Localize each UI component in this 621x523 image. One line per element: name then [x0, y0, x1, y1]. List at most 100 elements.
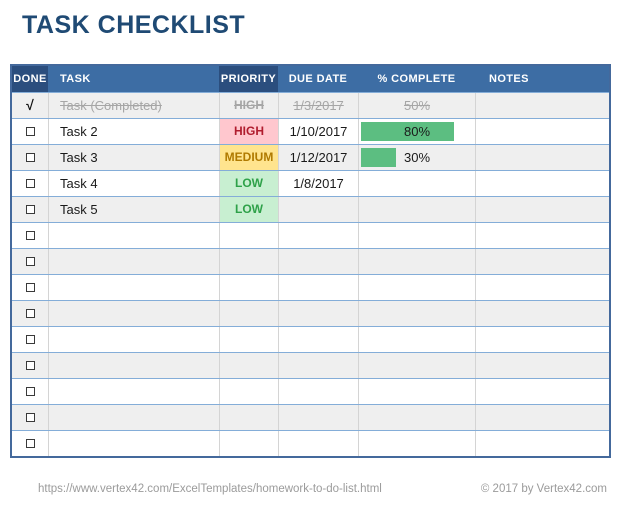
- task-cell[interactable]: [48, 405, 219, 430]
- percent-complete-cell[interactable]: 50%: [358, 93, 475, 118]
- percent-complete-cell[interactable]: [358, 405, 475, 430]
- priority-cell[interactable]: [219, 223, 278, 248]
- checkbox-icon: [25, 179, 35, 189]
- checkbox-icon: [25, 153, 35, 163]
- due-date-cell[interactable]: [278, 431, 358, 456]
- due-date-cell[interactable]: [278, 301, 358, 326]
- priority-cell[interactable]: LOW: [219, 171, 278, 196]
- notes-cell[interactable]: [475, 249, 609, 274]
- due-date-cell[interactable]: 1/10/2017: [278, 119, 358, 144]
- task-cell[interactable]: [48, 353, 219, 378]
- notes-cell[interactable]: [475, 145, 609, 170]
- header-notes: NOTES: [489, 73, 529, 85]
- percent-complete-cell[interactable]: 80%: [358, 119, 475, 144]
- percent-complete-cell[interactable]: [358, 197, 475, 222]
- done-cell[interactable]: [12, 119, 48, 144]
- table-row: [12, 352, 609, 378]
- priority-cell[interactable]: [219, 353, 278, 378]
- checkbox-icon: [25, 361, 35, 371]
- due-date-cell[interactable]: [278, 353, 358, 378]
- task-cell[interactable]: Task (Completed): [48, 93, 219, 118]
- priority-cell[interactable]: [219, 405, 278, 430]
- percent-complete-cell[interactable]: [358, 431, 475, 456]
- percent-complete-cell[interactable]: [358, 301, 475, 326]
- task-cell[interactable]: [48, 301, 219, 326]
- priority-cell[interactable]: [219, 431, 278, 456]
- done-cell[interactable]: [12, 171, 48, 196]
- due-date-cell[interactable]: [278, 275, 358, 300]
- percent-complete-cell[interactable]: [358, 223, 475, 248]
- due-date-cell[interactable]: [278, 223, 358, 248]
- done-cell[interactable]: [12, 197, 48, 222]
- notes-cell[interactable]: [475, 353, 609, 378]
- table-body: √ Task (Completed) HIGH 1/3/2017 50% Task 2 HI…: [12, 92, 609, 456]
- priority-cell[interactable]: [219, 301, 278, 326]
- task-cell[interactable]: Task 2: [48, 119, 219, 144]
- table-row: [12, 248, 609, 274]
- task-cell[interactable]: [48, 327, 219, 352]
- priority-cell[interactable]: HIGH: [219, 93, 278, 118]
- percent-complete-cell[interactable]: [358, 249, 475, 274]
- done-cell[interactable]: [12, 145, 48, 170]
- done-cell[interactable]: [12, 275, 48, 300]
- due-date-cell[interactable]: 1/8/2017: [278, 171, 358, 196]
- header-priority: PRIORITY: [219, 66, 278, 92]
- task-cell[interactable]: [48, 431, 219, 456]
- percent-complete-cell[interactable]: [358, 353, 475, 378]
- due-date-cell[interactable]: [278, 327, 358, 352]
- notes-cell[interactable]: [475, 171, 609, 196]
- template-url-link[interactable]: https://www.vertex42.com/ExcelTemplates/…: [38, 483, 382, 495]
- notes-cell[interactable]: [475, 275, 609, 300]
- task-cell[interactable]: [48, 249, 219, 274]
- due-date-cell[interactable]: 1/12/2017: [278, 145, 358, 170]
- percent-complete-cell[interactable]: [358, 171, 475, 196]
- task-cell[interactable]: Task 5: [48, 197, 219, 222]
- notes-cell[interactable]: [475, 379, 609, 404]
- task-cell[interactable]: [48, 379, 219, 404]
- due-date-cell[interactable]: [278, 197, 358, 222]
- due-date-cell[interactable]: 1/3/2017: [278, 93, 358, 118]
- checkbox-icon: [25, 127, 35, 137]
- notes-cell[interactable]: [475, 223, 609, 248]
- due-date-cell[interactable]: [278, 379, 358, 404]
- task-cell[interactable]: [48, 223, 219, 248]
- checkmark-icon: √: [26, 97, 34, 113]
- due-date-cell[interactable]: [278, 405, 358, 430]
- task-cell[interactable]: Task 4: [48, 171, 219, 196]
- due-date-cell[interactable]: [278, 249, 358, 274]
- table-row: [12, 404, 609, 430]
- done-cell[interactable]: [12, 327, 48, 352]
- task-cell[interactable]: Task 3: [48, 145, 219, 170]
- task-cell[interactable]: [48, 275, 219, 300]
- notes-cell[interactable]: [475, 431, 609, 456]
- done-cell[interactable]: [12, 379, 48, 404]
- notes-cell[interactable]: [475, 197, 609, 222]
- done-cell[interactable]: [12, 431, 48, 456]
- priority-cell[interactable]: LOW: [219, 197, 278, 222]
- done-cell[interactable]: [12, 405, 48, 430]
- percent-complete-cell[interactable]: [358, 275, 475, 300]
- priority-cell[interactable]: MEDIUM: [219, 145, 278, 170]
- table-row: [12, 274, 609, 300]
- percent-complete-cell[interactable]: 30%: [358, 145, 475, 170]
- priority-cell[interactable]: [219, 327, 278, 352]
- done-cell[interactable]: [12, 249, 48, 274]
- priority-cell[interactable]: [219, 249, 278, 274]
- priority-cell[interactable]: [219, 379, 278, 404]
- notes-cell[interactable]: [475, 327, 609, 352]
- done-cell[interactable]: √: [12, 93, 48, 118]
- done-cell[interactable]: [12, 223, 48, 248]
- notes-cell[interactable]: [475, 93, 609, 118]
- notes-cell[interactable]: [475, 119, 609, 144]
- notes-cell[interactable]: [475, 405, 609, 430]
- table-row: Task 3 MEDIUM 1/12/2017 30%: [12, 144, 609, 170]
- done-cell[interactable]: [12, 301, 48, 326]
- percent-label: 80%: [403, 124, 431, 139]
- priority-cell[interactable]: [219, 275, 278, 300]
- percent-complete-cell[interactable]: [358, 379, 475, 404]
- notes-cell[interactable]: [475, 301, 609, 326]
- percent-complete-cell[interactable]: [358, 327, 475, 352]
- header-due-date: DUE DATE: [288, 73, 348, 85]
- done-cell[interactable]: [12, 353, 48, 378]
- priority-cell[interactable]: HIGH: [219, 119, 278, 144]
